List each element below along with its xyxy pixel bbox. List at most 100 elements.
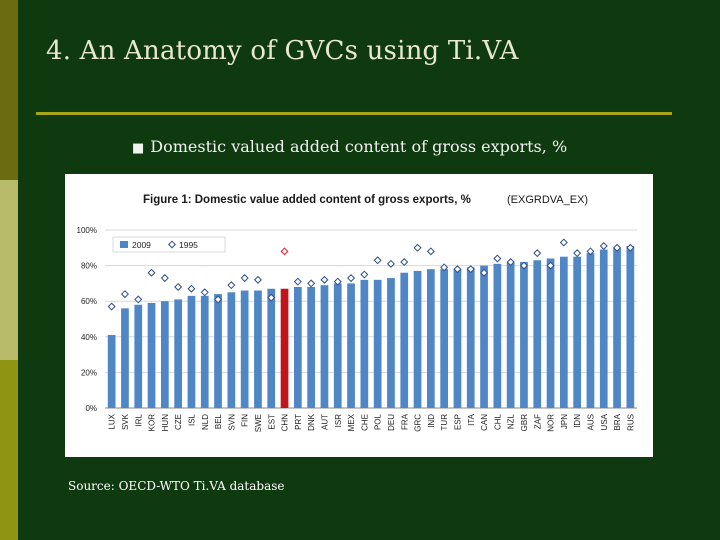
- bar-2009-fin: [240, 290, 249, 408]
- bar-2009-rus: [626, 246, 635, 408]
- bar-2009-isr: [333, 283, 342, 408]
- sidebar-decoration: [0, 0, 18, 540]
- y-tick-label: 40%: [81, 333, 97, 342]
- legend-swatch-2009: [120, 241, 128, 248]
- legend-marker-1995: [167, 240, 177, 249]
- marker-1995-kor: [147, 268, 156, 277]
- y-tick-label: 60%: [81, 297, 97, 306]
- bar-2009-fra: [400, 272, 409, 408]
- x-tick-label: FIN: [241, 414, 250, 427]
- bar-2009-usa: [599, 249, 608, 408]
- marker-1995-tur: [440, 263, 449, 272]
- title-underline: [36, 112, 672, 115]
- chart-subtitle: (EXGRDVA_EX): [507, 194, 588, 206]
- source-note: Source: OECD-WTO Ti.VA database: [68, 479, 285, 493]
- marker-1995-mex: [347, 274, 356, 283]
- x-tick-label: USA: [600, 413, 609, 430]
- marker-1995-nor: [546, 261, 555, 270]
- bar-2009-can: [480, 265, 488, 408]
- x-tick-label: NOR: [547, 414, 556, 432]
- marker-1995-nld: [200, 288, 209, 297]
- x-tick-label: POL: [374, 413, 383, 430]
- bullet-square-icon: ■: [132, 141, 145, 156]
- x-tick-label: MEX: [347, 413, 356, 431]
- marker-1995-chl: [493, 254, 502, 263]
- x-tick-label: BEL: [214, 413, 223, 429]
- marker-1995-est: [267, 293, 276, 302]
- marker-1995-svn: [227, 281, 236, 290]
- x-tick-label: ESP: [453, 414, 462, 430]
- marker-1995-isr: [333, 277, 342, 286]
- marker-1995-svk: [120, 290, 129, 299]
- bar-2009-aut: [320, 285, 329, 408]
- marker-1995-aut: [320, 275, 329, 284]
- x-tick-label: SVK: [121, 413, 130, 430]
- x-tick-label: TUR: [440, 414, 449, 431]
- bar-2009-aus: [586, 253, 595, 408]
- x-tick-label: LUX: [108, 413, 117, 429]
- x-tick-label: SVN: [227, 414, 236, 431]
- marker-1995-hun: [160, 274, 169, 283]
- x-tick-label: PRT: [294, 414, 303, 430]
- x-tick-label: HUN: [161, 414, 170, 432]
- marker-1995-rus: [626, 243, 635, 252]
- x-tick-label: CAN: [480, 414, 489, 431]
- marker-1995-bel: [214, 295, 223, 304]
- marker-1995-cze: [174, 282, 183, 291]
- legend-label-1995: 1995: [179, 240, 198, 250]
- bar-2009-ind: [426, 269, 435, 408]
- x-tick-label: GBR: [520, 414, 529, 432]
- bar-2009-svn: [227, 292, 236, 408]
- x-tick-label: ISL: [187, 413, 196, 426]
- bar-2009-cze: [174, 299, 183, 408]
- bar-2009-prt: [293, 286, 302, 408]
- x-tick-label: JPN: [560, 414, 569, 429]
- bar-2009-chl: [493, 263, 502, 408]
- bar-2009-jpn: [559, 256, 568, 408]
- bar-2009-isl: [187, 295, 196, 408]
- marker-1995-usa: [599, 242, 608, 251]
- marker-1995-fra: [400, 258, 409, 267]
- marker-1995-isl: [187, 284, 196, 293]
- bar-2009-irl: [134, 304, 143, 408]
- x-tick-label: IDN: [573, 414, 582, 428]
- x-tick-label: SWE: [254, 414, 263, 432]
- bar-2009-esp: [453, 269, 462, 408]
- marker-1995-zaf: [533, 249, 542, 258]
- marker-1995-nzl: [506, 258, 515, 267]
- chart-title: Figure 1: Domestic value added content o…: [143, 194, 471, 206]
- marker-1995-prt: [293, 277, 302, 286]
- marker-1995-idn: [573, 249, 582, 258]
- marker-1995-dnk: [307, 279, 316, 288]
- bar-2009-deu: [387, 278, 395, 408]
- y-tick-label: 0%: [85, 404, 97, 413]
- bar-2009-dnk: [307, 286, 316, 408]
- marker-1995-lux: [107, 302, 116, 311]
- x-tick-label: FRA: [400, 413, 409, 430]
- marker-1995-esp: [453, 265, 462, 274]
- marker-1995-swe: [253, 275, 262, 284]
- sidebar-band-middle: [0, 180, 18, 360]
- marker-1995-chn: [280, 247, 289, 256]
- bar-2009-pol: [373, 279, 382, 408]
- legend-label-2009: 2009: [132, 240, 151, 250]
- marker-1995-aus: [586, 247, 595, 256]
- marker-1995-ita: [466, 265, 475, 274]
- marker-1995-can: [480, 268, 489, 277]
- x-tick-label: AUS: [586, 414, 595, 430]
- x-tick-label: RUS: [626, 414, 635, 431]
- bar-chart: Figure 1: Domestic value added content o…: [77, 194, 637, 432]
- x-tick-label: ZAF: [533, 414, 542, 429]
- marker-1995-fin: [240, 274, 249, 283]
- bar-2009-nor: [546, 258, 555, 408]
- bar-2009-nzl: [506, 262, 515, 408]
- bullet-text: Domestic valued added content of gross e…: [150, 137, 568, 156]
- x-tick-label: IRL: [134, 413, 143, 426]
- chart-figure: Figure 1: Domestic value added content o…: [65, 174, 653, 457]
- x-tick-label: ISR: [334, 414, 343, 428]
- x-tick-label: DNK: [307, 413, 316, 431]
- x-tick-label: NZL: [507, 413, 516, 429]
- x-tick-label: CHL: [493, 413, 502, 430]
- y-tick-label: 80%: [81, 262, 97, 271]
- marker-1995-bra: [613, 243, 622, 252]
